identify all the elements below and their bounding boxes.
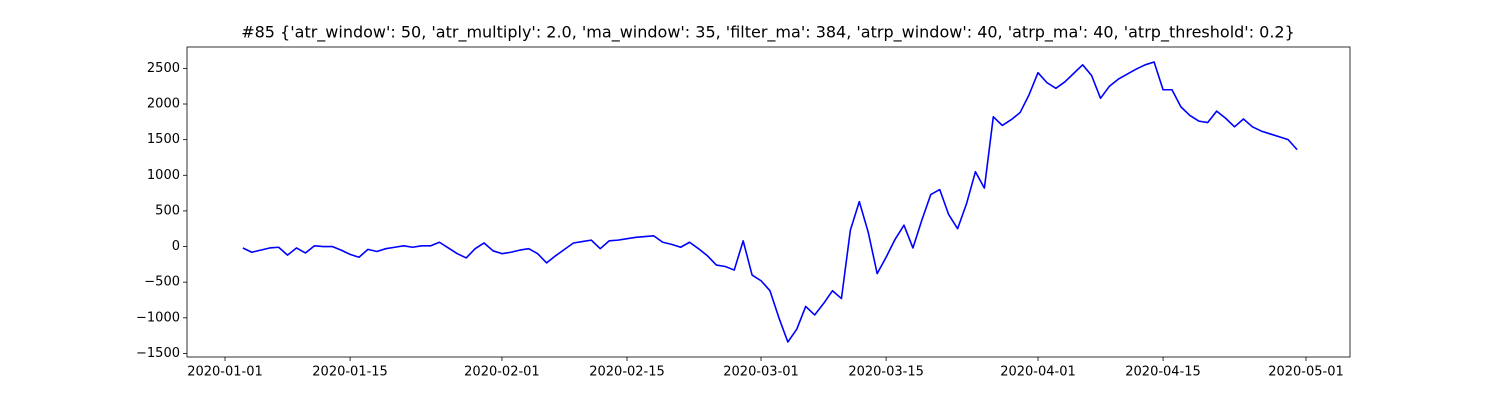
- y-tick-label: 1500: [147, 132, 180, 147]
- x-tick-label: 2020-02-01: [464, 365, 540, 380]
- y-tick-label: 2000: [147, 97, 180, 112]
- y-tick-label: 0: [172, 239, 180, 254]
- y-tick-label: 500: [155, 203, 180, 218]
- x-tick-label: 2020-03-01: [723, 365, 799, 380]
- y-tick-label: −500: [144, 275, 180, 290]
- x-tick-label: 2020-01-15: [312, 365, 388, 380]
- y-tick-label: 1000: [147, 168, 180, 183]
- x-tick-label: 2020-01-01: [187, 365, 263, 380]
- y-tick-label: 2500: [147, 61, 180, 76]
- x-tick-label: 2020-03-15: [848, 365, 924, 380]
- data-line: [242, 61, 1298, 343]
- x-tick-label: 2020-05-01: [1268, 365, 1344, 380]
- x-tick-label: 2020-04-01: [1000, 365, 1076, 380]
- chart-title: #85 {'atr_window': 50, 'atr_multiply': 2…: [241, 23, 1295, 43]
- plot-frame: [186, 46, 1351, 358]
- x-tick-label: 2020-04-15: [1125, 365, 1201, 380]
- x-tick-label: 2020-02-15: [589, 365, 665, 380]
- y-tick-label: −1000: [136, 310, 180, 325]
- y-tick-label: −1500: [136, 346, 180, 361]
